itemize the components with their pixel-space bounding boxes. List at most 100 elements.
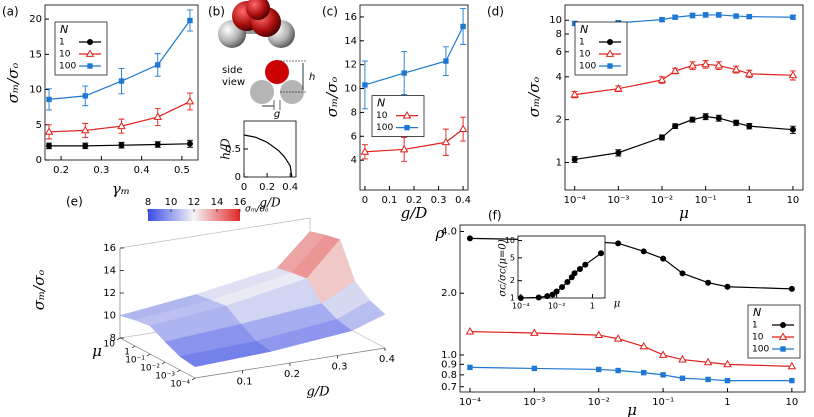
marker xyxy=(789,377,795,384)
y-tick-label: 12 xyxy=(344,60,357,71)
y-tick-label: 2 xyxy=(510,276,515,285)
x-tick-label: 0.2 xyxy=(53,165,69,176)
marker xyxy=(401,70,407,76)
marker xyxy=(46,142,53,149)
marker xyxy=(85,49,95,57)
y-tick-label: 10 xyxy=(505,236,515,245)
marker xyxy=(780,322,786,328)
colorbar-tick-label: 12 xyxy=(188,197,201,208)
marker xyxy=(660,372,666,378)
y-axis-label: σc/σc(μ=0) xyxy=(498,239,509,296)
marker xyxy=(679,375,686,381)
panel-label: (c) xyxy=(322,5,338,19)
x-tick-label: 0 xyxy=(362,195,368,206)
marker xyxy=(117,121,126,130)
y-tick-label: 0.8 xyxy=(441,370,457,381)
legend-label: 1 xyxy=(59,38,65,48)
marker xyxy=(154,141,161,148)
y-tick-label: 0 xyxy=(235,172,241,183)
marker xyxy=(467,364,473,371)
x-tick-label: 0.4 xyxy=(134,165,150,176)
series-line xyxy=(364,26,464,86)
marker xyxy=(404,124,410,131)
marker xyxy=(639,341,648,350)
series-line xyxy=(243,134,293,178)
y-tick-label: 1.0 xyxy=(441,350,457,361)
axis-line xyxy=(119,337,196,379)
marker xyxy=(605,49,615,57)
y-tick-label: 0.7 xyxy=(441,382,457,393)
marker xyxy=(701,59,710,68)
marker xyxy=(598,250,605,257)
panel: 10⁻⁴ 10⁻³ 10⁻² 10⁻¹ 1 10 1 2 4 6 8 10 μ σₘ/σₒ (d) N 1 10 1… xyxy=(487,5,804,222)
surface-patch xyxy=(179,340,272,368)
x-tick-label: 1 xyxy=(724,397,730,408)
marker xyxy=(672,123,679,130)
marker xyxy=(187,17,193,24)
marker xyxy=(702,12,709,18)
marker xyxy=(780,346,786,352)
marker xyxy=(399,144,409,153)
marker xyxy=(746,123,753,130)
marker xyxy=(82,142,89,149)
y-tick xyxy=(191,377,196,381)
y-tick-label: 4 xyxy=(351,155,357,166)
marker xyxy=(185,96,195,105)
series-line xyxy=(574,14,793,25)
y-tick-label: 20 xyxy=(29,14,42,25)
marker xyxy=(659,16,665,23)
y-tick-label: 1 xyxy=(510,294,515,303)
annotation: h xyxy=(309,72,315,83)
panel: 0 0.2 0.4 0 0.5 g/D h/D (b) xyxy=(208,5,298,210)
x-tick-label: 10⁻² xyxy=(651,195,673,206)
x-tick-label: 0.1 xyxy=(382,195,398,206)
x-tick-label: 10 xyxy=(785,397,798,408)
marker xyxy=(118,142,125,149)
marker xyxy=(155,62,161,68)
x-tick-label: 0.4 xyxy=(282,182,298,193)
panel: 0.2 0.3 0.4 0.5 0 5 10 15 20 γₘ σₘ/σₒ (a) N 1 10 100 xyxy=(2,5,199,198)
series-line xyxy=(469,330,792,367)
z-axis-label: σₘ/σₒ xyxy=(30,270,48,311)
panel-label: (a) xyxy=(2,5,19,19)
marker xyxy=(458,124,468,133)
y-tick-label: 4 xyxy=(556,72,562,83)
marker xyxy=(670,66,680,74)
panel-label: (d) xyxy=(487,5,504,19)
marker xyxy=(640,248,647,255)
marker xyxy=(787,361,797,370)
marker xyxy=(443,58,449,64)
x-tick-label: 10⁻³ xyxy=(607,195,629,206)
marker xyxy=(559,284,566,291)
x-axis-label: γₘ xyxy=(112,180,130,198)
x-tick-label: 10⁻³ xyxy=(523,397,545,408)
colorbar-label: σₘ/σₒ xyxy=(245,205,269,215)
marker xyxy=(678,354,687,363)
colorbar-tick-label: 14 xyxy=(211,197,224,208)
legend-label: 1 xyxy=(579,38,585,48)
x-tick-label: 10⁻² xyxy=(548,302,566,311)
marker xyxy=(788,70,798,79)
marker xyxy=(688,60,697,69)
marker xyxy=(360,147,370,155)
y-tick-label: 5 xyxy=(510,253,515,262)
x-tick-label: 0.4 xyxy=(379,354,395,365)
marker xyxy=(607,63,613,69)
marker xyxy=(789,126,796,133)
x-tick-label: 0.4 xyxy=(455,195,471,206)
axis-line xyxy=(119,217,311,249)
x-axis-label: μ xyxy=(614,299,621,310)
marker xyxy=(716,12,722,18)
colorbar-tick-label: 8 xyxy=(145,197,151,208)
marker xyxy=(186,140,193,147)
y-tick-label: 10⁻² xyxy=(140,364,160,374)
marker xyxy=(714,60,724,69)
x-tick-label: 1 xyxy=(746,195,752,206)
y-tick xyxy=(116,337,121,341)
panel-label: (e) xyxy=(66,195,83,209)
sphere-diagram: side view g h xyxy=(218,0,315,120)
side-sphere xyxy=(250,80,274,104)
legend-title: N xyxy=(753,306,761,319)
x-tick-label: 0.1 xyxy=(237,377,253,388)
colorbar-tick-label: 16 xyxy=(234,197,247,208)
